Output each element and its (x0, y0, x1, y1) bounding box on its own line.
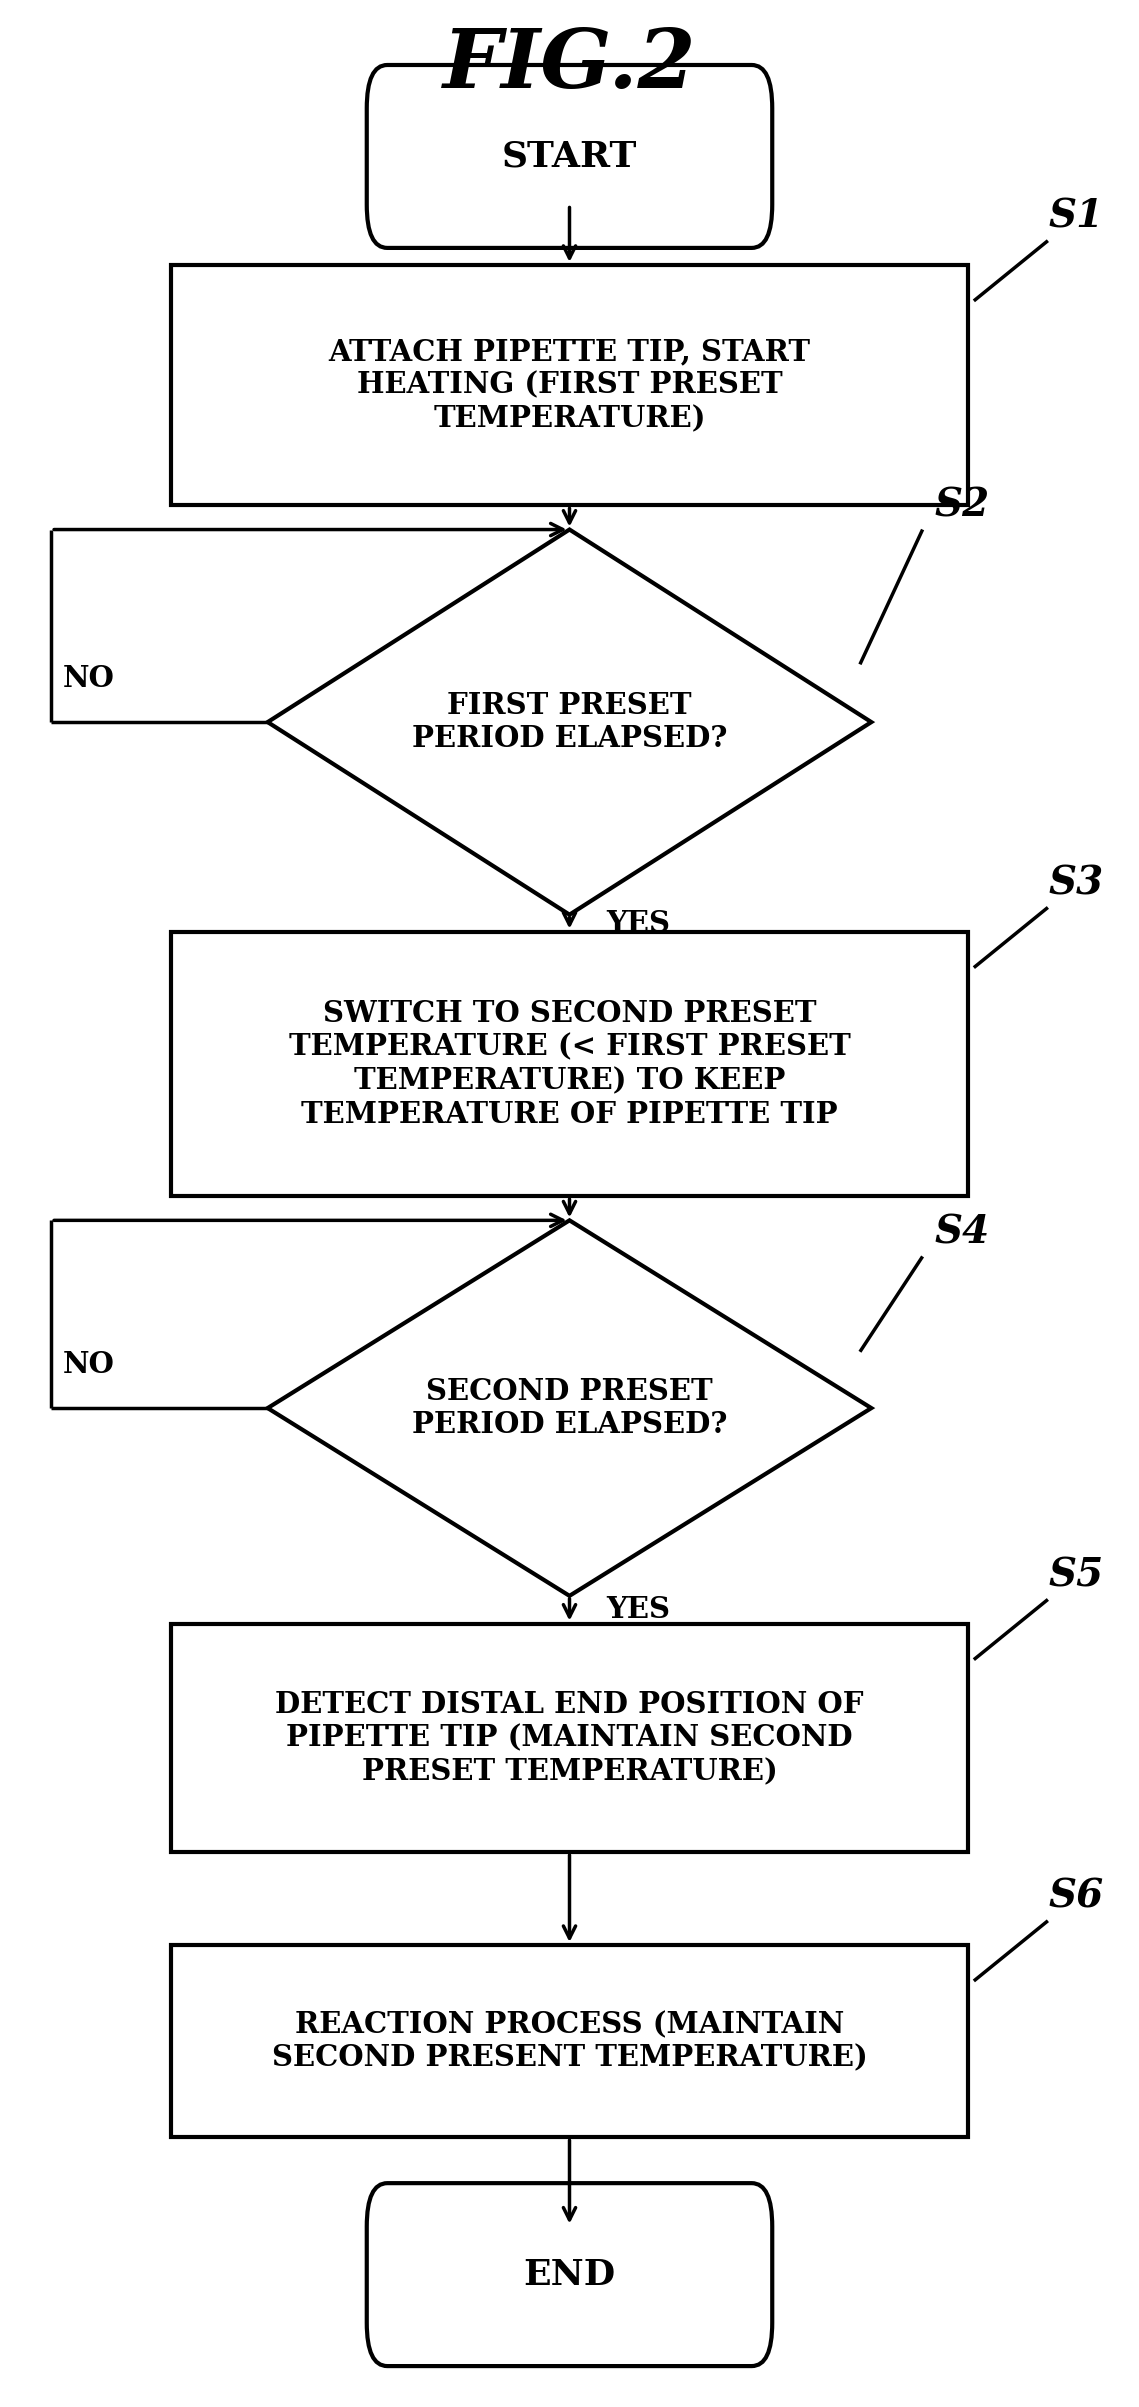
Text: SWITCH TO SECOND PRESET
TEMPERATURE (< FIRST PRESET
TEMPERATURE) TO KEEP
TEMPERA: SWITCH TO SECOND PRESET TEMPERATURE (< F… (288, 999, 851, 1129)
Text: START: START (502, 140, 637, 173)
Text: ATTACH PIPETTE TIP, START
HEATING (FIRST PRESET
TEMPERATURE): ATTACH PIPETTE TIP, START HEATING (FIRST… (328, 337, 811, 433)
Text: DETECT DISTAL END POSITION OF
PIPETTE TIP (MAINTAIN SECOND
PRESET TEMPERATURE): DETECT DISTAL END POSITION OF PIPETTE TI… (276, 1690, 863, 1786)
Polygon shape (268, 1220, 871, 1596)
Text: S5: S5 (1049, 1557, 1104, 1593)
Text: FIRST PRESET
PERIOD ELAPSED?: FIRST PRESET PERIOD ELAPSED? (412, 691, 727, 753)
Text: NO: NO (63, 1350, 115, 1379)
Text: SECOND PRESET
PERIOD ELAPSED?: SECOND PRESET PERIOD ELAPSED? (412, 1377, 727, 1439)
Text: S1: S1 (1049, 197, 1104, 236)
Text: NO: NO (63, 664, 115, 693)
Text: YES: YES (606, 907, 670, 939)
Text: END: END (524, 2258, 615, 2291)
Text: YES: YES (606, 1596, 670, 1625)
Text: S2: S2 (935, 486, 990, 525)
FancyBboxPatch shape (171, 1945, 968, 2137)
FancyBboxPatch shape (171, 265, 968, 505)
FancyBboxPatch shape (171, 1622, 968, 1853)
FancyBboxPatch shape (367, 2183, 772, 2366)
Text: S6: S6 (1049, 1877, 1104, 1916)
FancyBboxPatch shape (367, 65, 772, 248)
Text: S4: S4 (935, 1213, 990, 1252)
Polygon shape (268, 530, 871, 915)
Text: S3: S3 (1049, 864, 1104, 903)
FancyBboxPatch shape (171, 932, 968, 1196)
Text: REACTION PROCESS (MAINTAIN
SECOND PRESENT TEMPERATURE): REACTION PROCESS (MAINTAIN SECOND PRESEN… (271, 2010, 868, 2072)
Text: FIG.2: FIG.2 (443, 24, 696, 106)
